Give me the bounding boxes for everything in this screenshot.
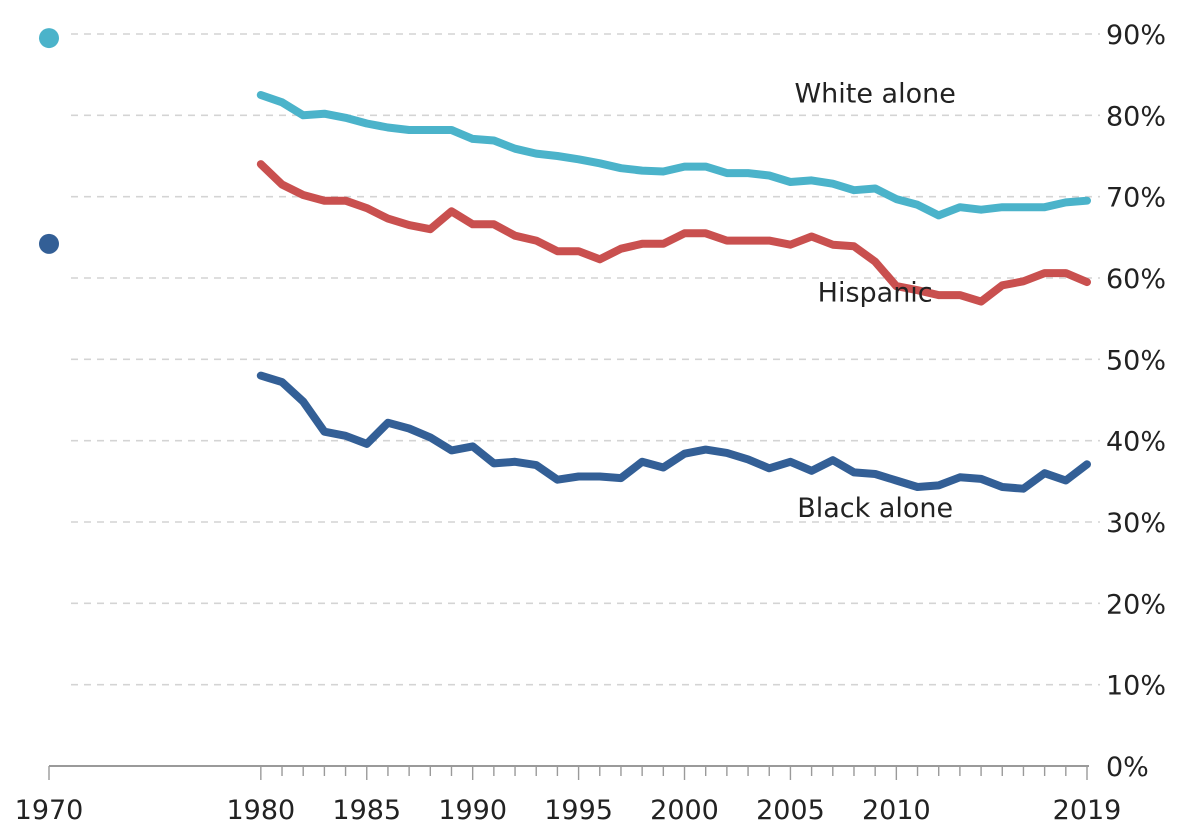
y-tick-label: 10% [1106, 671, 1166, 702]
y-tick-label: 70% [1106, 183, 1166, 214]
x-tick-label: 2005 [756, 795, 825, 824]
x-tick-label: 1970 [15, 795, 84, 824]
x-tick-label: 2019 [1053, 795, 1122, 824]
x-tick-label: 1995 [544, 795, 613, 824]
y-tick-label: 50% [1106, 345, 1166, 376]
series-lines [256, 91, 1091, 493]
y-tick-label: 60% [1106, 264, 1166, 295]
point-1970-white-alone [39, 28, 59, 49]
y-axis: 0% 10% 20% 30% 40% 50% 60% 70% 80% 90% [1106, 20, 1166, 783]
x-tick-label: 2010 [862, 795, 931, 824]
y-tick-label: 30% [1106, 508, 1166, 539]
y-tick-label: 0% [1106, 752, 1149, 783]
gridlines [71, 33, 1100, 686]
y-tick-label: 20% [1106, 589, 1166, 620]
point-1970-black-alone [39, 233, 59, 254]
series-line-hispanic [256, 160, 1091, 306]
series-points-1970 [39, 28, 59, 254]
y-tick-label: 40% [1106, 427, 1166, 458]
series-label-hispanic: Hispanic [818, 278, 933, 309]
series-line-black-alone [256, 371, 1091, 493]
x-tick-label: 1985 [332, 795, 401, 824]
x-tick-label: 2000 [650, 795, 719, 824]
x-tick-label: 1990 [438, 795, 507, 824]
series-label-black-alone: Black alone [797, 493, 953, 524]
series-line-white-alone [256, 91, 1091, 220]
y-tick-label: 80% [1106, 101, 1166, 132]
x-axis: 1970 1980 1985 1990 1995 2000 2005 2010 2019 [15, 765, 1122, 824]
series-label-white-alone: White alone [794, 78, 955, 109]
series-labels: White alone Hispanic Black alone [794, 78, 955, 524]
y-tick-label: 90% [1106, 20, 1166, 51]
x-tick-label: 1980 [226, 795, 295, 824]
